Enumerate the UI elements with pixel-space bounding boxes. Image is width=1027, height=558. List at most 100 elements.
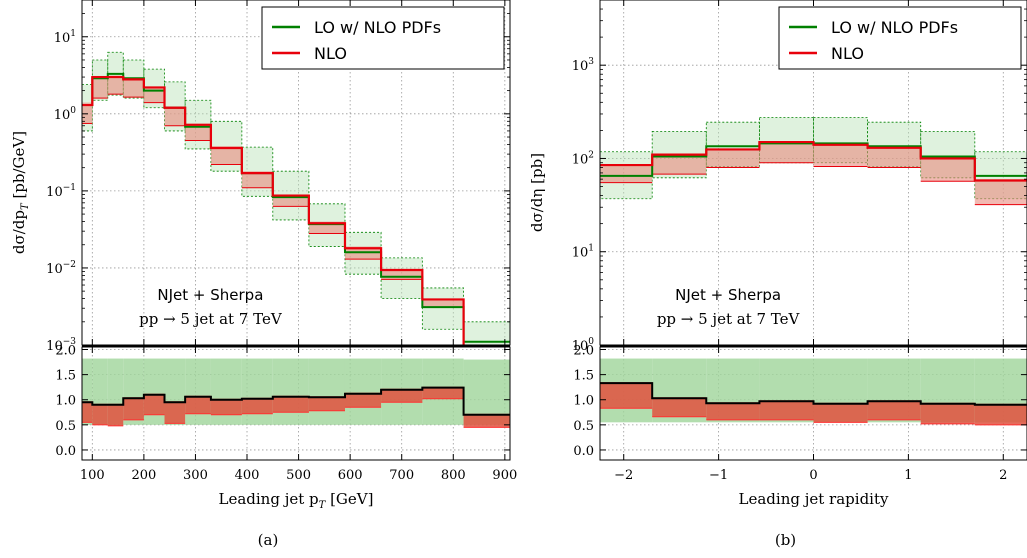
ratio-nlo-band-bin — [422, 386, 464, 399]
series-line-nlo — [82, 75, 465, 345]
legend-label: LO w/ NLO PDFs — [831, 18, 958, 37]
x-tick-label: 800 — [441, 468, 466, 483]
ratio-nlo-band-bin — [107, 403, 124, 426]
nlo-band-bin — [92, 75, 108, 99]
x-tick-label: −2 — [614, 468, 633, 483]
nlo-band-bin — [920, 157, 975, 182]
ratio-nlo-band-bin — [867, 400, 921, 420]
ratio-y-tick-label: 0.0 — [573, 444, 594, 459]
ratio-nlo-band-bin — [759, 400, 814, 420]
ratio-nlo-band-bin — [272, 395, 309, 413]
ratio-nlo-band-bin — [164, 401, 186, 424]
ratio-plot-area — [82, 347, 510, 460]
ratio-nlo-band-bin — [308, 396, 345, 411]
nlo-band-bin — [164, 106, 186, 126]
nlo-band-bin — [652, 153, 707, 175]
x-tick-label: 700 — [389, 468, 414, 483]
x-tick-label: 300 — [183, 468, 208, 483]
ratio-y-tick-label: 1.5 — [55, 369, 76, 384]
x-tick-label: 400 — [235, 468, 260, 483]
ratio-y-tick-label: 0.0 — [55, 444, 76, 459]
chart-panel-a: 10−3 10−2 10−1 100 101 dσ/dpT [pb/GeV] LO w/ N… — [10, 0, 517, 549]
nlo-band-bin — [974, 179, 1027, 205]
ratio-nlo-band-bin — [974, 403, 1027, 425]
annotation-title: NJet + Sherpa — [675, 286, 781, 304]
ratio-lo-band-bin — [82, 358, 93, 425]
nlo-band-bin — [813, 143, 868, 167]
x-tick-label: 0 — [809, 468, 817, 483]
x-tick-label: 100 — [80, 468, 105, 483]
y-tick-label: 103 — [572, 57, 595, 74]
nlo-band-bin — [210, 146, 242, 165]
ratio-y-tick-label: 2.0 — [55, 344, 76, 359]
nlo-band-bin — [422, 298, 464, 308]
ratio-nlo-band-bin — [82, 401, 93, 423]
ratio-nlo-band-bin — [123, 397, 144, 420]
nlo-band-bin — [867, 146, 921, 168]
ratio-nlo-band-bin — [344, 392, 382, 408]
panel-label: (b) — [775, 531, 796, 549]
ratio-nlo-band-bin — [210, 398, 242, 415]
x-axis-label: Leading jet pT [GeV] — [219, 490, 374, 511]
ratio-y-tick-label: 0.5 — [55, 419, 76, 434]
ratio-nlo-band-bin — [143, 393, 165, 415]
ratio-nlo-band-bin — [706, 402, 760, 420]
ratio-nlo-band-bin — [92, 403, 108, 425]
ratio-nlo-band-bin — [813, 402, 868, 423]
plot-area — [82, 51, 510, 345]
y-axis-label: dσ/dpT [pb/GeV] — [10, 131, 31, 254]
series-line-nlo — [600, 140, 1027, 182]
y-tick-label: 101 — [572, 244, 594, 261]
legend-label: LO w/ NLO PDFs — [314, 18, 441, 37]
ratio-nlo-band-bin — [920, 402, 975, 424]
legend-label: NLO — [314, 44, 347, 63]
ratio-y-tick-label: 0.5 — [573, 419, 594, 434]
ratio-nlo-band-bin — [185, 395, 211, 414]
panel-label: (a) — [258, 531, 279, 549]
ratio-lo-band-bin — [185, 358, 211, 425]
nlo-band-bin — [600, 164, 653, 183]
x-tick-label: 1 — [904, 468, 912, 483]
ratio-nlo-band-bin — [241, 397, 273, 414]
legend-label: NLO — [831, 44, 864, 63]
x-tick-label: 600 — [338, 468, 363, 483]
nlo-band-bin — [107, 75, 124, 95]
ratio-y-tick-label: 1.0 — [573, 394, 594, 409]
y-tick-label: 10−3 — [46, 337, 76, 354]
ratio-frame — [81, 346, 511, 461]
nlo-band-bin — [381, 268, 423, 280]
y-tick-label: 102 — [572, 150, 594, 167]
ratio-lo-band-bin — [308, 358, 345, 425]
y-tick-label: 10−2 — [46, 260, 76, 277]
ratio-plot-area — [600, 347, 1027, 460]
plot-area — [600, 117, 1027, 206]
x-tick-label: −1 — [709, 468, 728, 483]
ratio-nlo-central-line — [600, 382, 1027, 406]
ratio-lo-band-bin — [272, 358, 309, 425]
ratio-nlo-band-bin — [381, 388, 423, 403]
nlo-band-bin — [123, 78, 144, 98]
ratio-lo-band-bin — [241, 358, 273, 425]
nlo-band-bin — [759, 141, 814, 163]
legend-box — [778, 6, 1022, 70]
x-tick-label: 2 — [999, 468, 1007, 483]
ratio-nlo-central-line — [82, 386, 510, 416]
nlo-band-bin — [308, 221, 345, 234]
ratio-y-tick-label: 1.5 — [573, 369, 594, 384]
nlo-band-bin — [82, 102, 93, 124]
annotation-title: NJet + Sherpa — [157, 286, 263, 304]
ratio-lo-band-bin — [344, 358, 382, 425]
ratio-nlo-band-bin — [600, 382, 653, 409]
x-tick-label: 200 — [131, 468, 156, 483]
ratio-nlo-band-bin — [652, 397, 707, 417]
annotation-process: pp → 5 jet at 7 TeV — [139, 310, 283, 328]
x-tick-label: 900 — [492, 468, 517, 483]
nlo-band-bin — [706, 148, 760, 168]
nlo-band-bin — [272, 194, 309, 207]
x-axis-label: Leading jet rapidity — [739, 490, 889, 508]
nlo-band-bin — [241, 171, 273, 188]
y-axis-label: dσ/dη [pb] — [528, 153, 546, 232]
